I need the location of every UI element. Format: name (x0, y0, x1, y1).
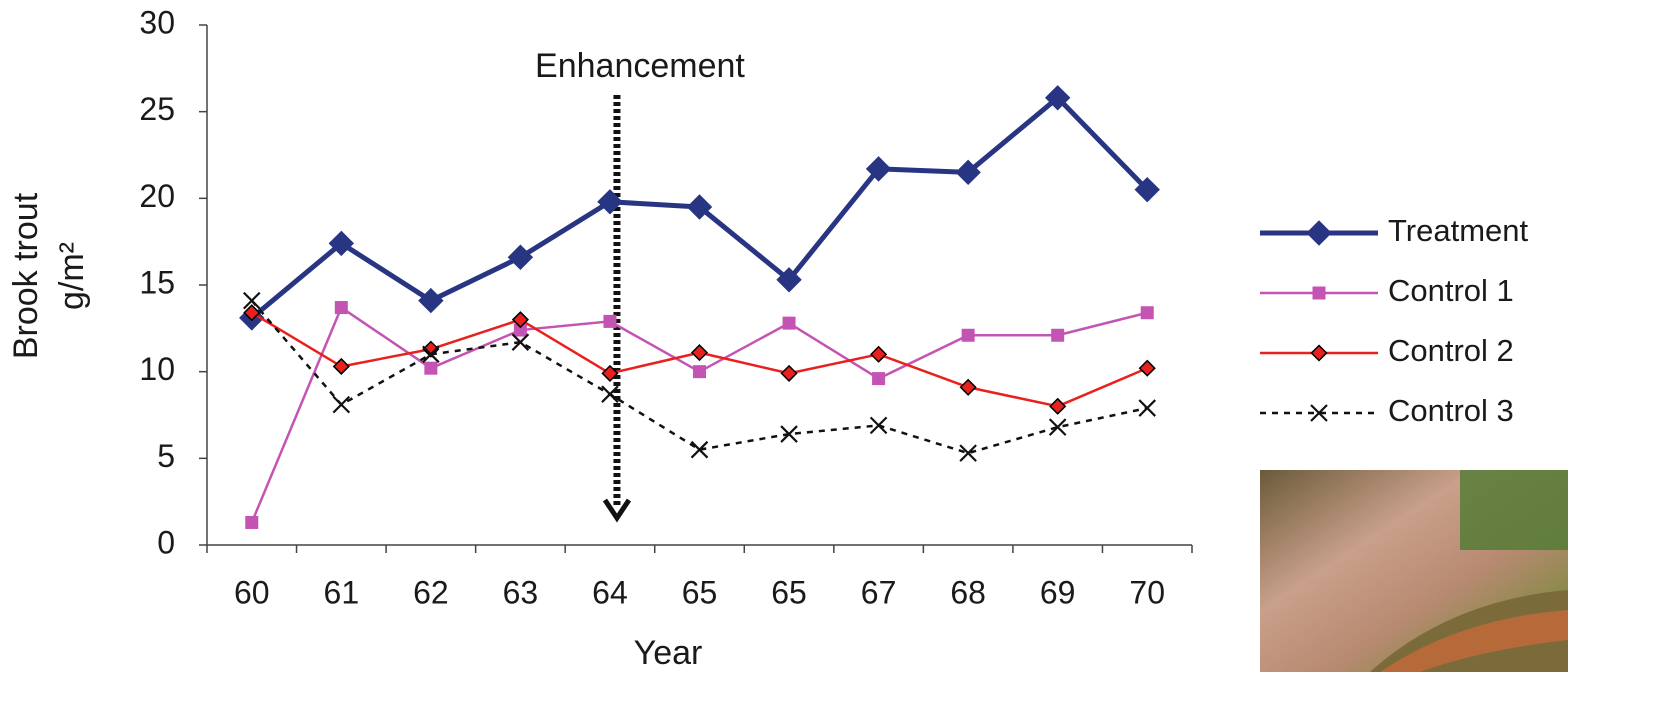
x-tick-label: 67 (861, 574, 897, 610)
x-tick-label: 65 (682, 574, 718, 610)
legend-text: Treatment (1388, 213, 1529, 248)
y-tick-label: 5 (157, 438, 175, 474)
y-axis-title: g/m² (53, 242, 91, 310)
legend-item: Control 3 (1260, 393, 1514, 428)
legend-item: Control 1 (1260, 273, 1514, 308)
marker (783, 317, 796, 330)
marker (960, 445, 976, 461)
legend-marker (1312, 346, 1327, 361)
series-line (252, 308, 1147, 523)
x-tick-label: 63 (503, 574, 539, 610)
y-tick-label: 0 (157, 524, 175, 560)
legend-item: Control 2 (1260, 333, 1514, 368)
marker (419, 289, 443, 313)
series (240, 86, 1159, 330)
series (245, 301, 1153, 529)
annotation: Enhancement (535, 47, 745, 85)
y-tick-label: 10 (139, 351, 175, 387)
marker (1140, 361, 1155, 376)
marker (1139, 400, 1155, 416)
marker (692, 345, 707, 360)
marker (962, 329, 975, 342)
y-tick-label: 30 (139, 4, 175, 40)
marker (1050, 399, 1065, 414)
x-tick-label: 65 (771, 574, 807, 610)
marker (872, 372, 885, 385)
marker (602, 386, 618, 402)
x-tick-label: 60 (234, 574, 270, 610)
legend-item: Treatment (1260, 213, 1529, 248)
legend-marker (1313, 287, 1326, 300)
legend-text: Control 1 (1388, 273, 1514, 308)
legend-text: Control 3 (1388, 393, 1514, 428)
marker (871, 417, 887, 433)
marker (335, 301, 348, 314)
x-tick-label: 69 (1040, 574, 1076, 610)
marker (424, 362, 437, 375)
marker (603, 315, 616, 328)
x-tick-label: 64 (592, 574, 628, 610)
marker (245, 516, 258, 529)
chart: Year Brook trout g/m² 0 5 10 15 20 25 30 60 61 62… (0, 0, 1654, 710)
x-tick-label: 62 (413, 574, 449, 610)
x-tick-label: 70 (1129, 574, 1165, 610)
marker (1051, 329, 1064, 342)
marker (333, 397, 349, 413)
y-tick-label: 25 (139, 91, 175, 127)
x-tick-label: 68 (950, 574, 986, 610)
marker (961, 380, 976, 395)
y-axis-title: Brook trout (7, 192, 45, 359)
marker (693, 365, 706, 378)
legend-text: Control 2 (1388, 333, 1514, 368)
marker (871, 347, 886, 362)
marker (508, 245, 532, 269)
series (244, 305, 1154, 414)
photo (1260, 470, 1568, 672)
x-axis-title: Year (634, 634, 703, 672)
marker (334, 359, 349, 374)
legend-marker (1307, 221, 1331, 245)
x-tick-label: 61 (324, 574, 360, 610)
y-tick-label: 20 (139, 178, 175, 214)
marker (782, 366, 797, 381)
y-tick-label: 15 (139, 264, 175, 300)
marker (1141, 306, 1154, 319)
